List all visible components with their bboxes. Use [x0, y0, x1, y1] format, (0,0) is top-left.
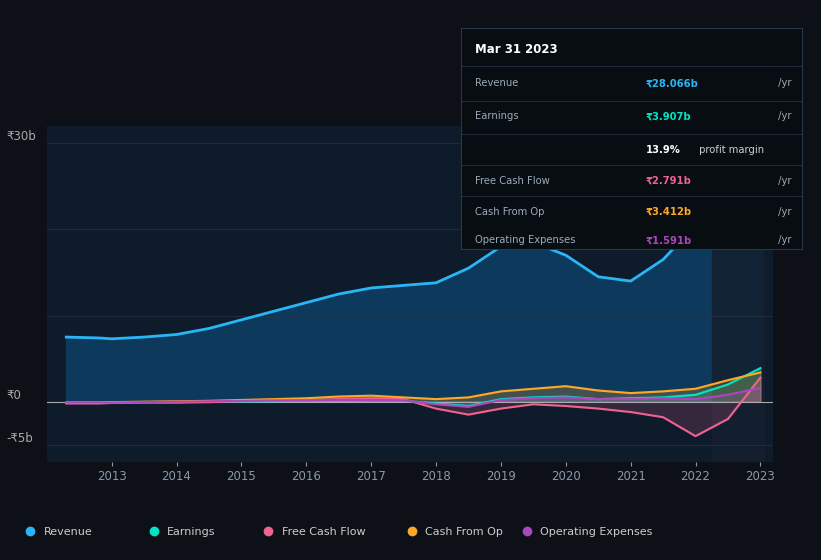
Text: profit margin: profit margin: [696, 144, 764, 155]
Text: 13.9%: 13.9%: [645, 144, 681, 155]
Text: ₹30b: ₹30b: [7, 130, 36, 143]
Text: Cash From Op: Cash From Op: [425, 527, 503, 537]
Text: Revenue: Revenue: [475, 78, 518, 88]
Text: Earnings: Earnings: [167, 527, 215, 537]
Text: ₹3.412b: ₹3.412b: [645, 207, 691, 217]
Text: ₹3.907b: ₹3.907b: [645, 111, 691, 122]
Text: Operating Expenses: Operating Expenses: [475, 235, 576, 245]
Text: ₹1.591b: ₹1.591b: [645, 235, 691, 245]
Text: ₹28.066b: ₹28.066b: [645, 78, 699, 88]
Text: Free Cash Flow: Free Cash Flow: [475, 176, 550, 185]
Text: Cash From Op: Cash From Op: [475, 207, 544, 217]
Text: /yr: /yr: [775, 111, 791, 122]
Text: ₹0: ₹0: [7, 389, 21, 402]
Text: /yr: /yr: [775, 235, 791, 245]
Text: Operating Expenses: Operating Expenses: [540, 527, 653, 537]
Text: Mar 31 2023: Mar 31 2023: [475, 44, 557, 57]
Bar: [712, 126, 764, 462]
Text: /yr: /yr: [775, 176, 791, 185]
Text: -₹5b: -₹5b: [7, 432, 34, 445]
Text: Free Cash Flow: Free Cash Flow: [282, 527, 365, 537]
Text: /yr: /yr: [775, 207, 791, 217]
Text: /yr: /yr: [775, 78, 791, 88]
Text: Revenue: Revenue: [44, 527, 92, 537]
Text: ₹2.791b: ₹2.791b: [645, 176, 691, 185]
Text: Earnings: Earnings: [475, 111, 519, 122]
